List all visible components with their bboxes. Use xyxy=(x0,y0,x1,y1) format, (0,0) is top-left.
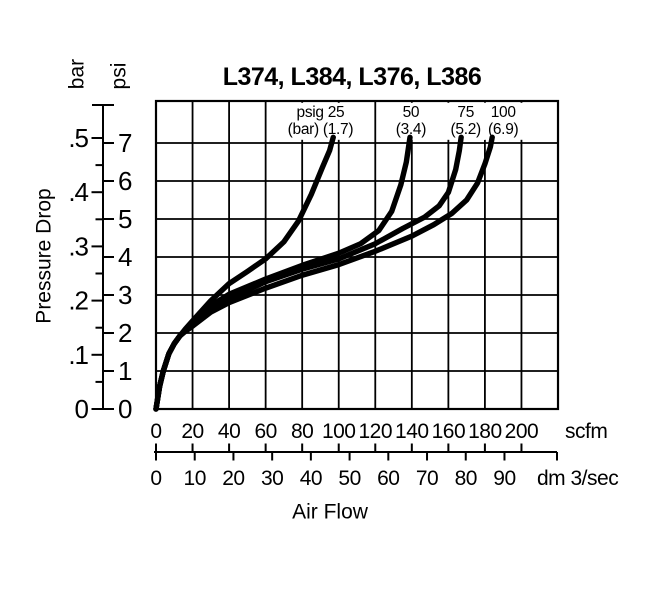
dm3s-tick-label: 80 xyxy=(455,467,477,490)
dm3s-tick-label: 20 xyxy=(222,467,244,490)
plot-grid xyxy=(154,99,560,411)
curve-label-bg-25 xyxy=(283,102,358,140)
plot-border xyxy=(154,99,560,411)
bar-tick-label: .1 xyxy=(68,340,88,370)
scfm-tick-label: 20 xyxy=(181,420,203,443)
curve-label-bg-100 xyxy=(484,102,523,140)
curve-label-bar-50: (3.4) xyxy=(396,121,427,138)
bar-tick-label: 0 xyxy=(75,394,89,424)
psi-tick-label: 3 xyxy=(118,280,132,310)
scfm-tick-label: 180 xyxy=(468,420,502,443)
curve-100-psig xyxy=(153,134,495,412)
bar-tick-label: .3 xyxy=(68,231,88,261)
bar-tick-label: .5 xyxy=(68,123,88,153)
scfm-tick-label: 80 xyxy=(291,420,313,443)
x-axis-title: Air Flow xyxy=(292,501,369,524)
scfm-tick-label: 0 xyxy=(150,420,161,443)
scfm-tick-label: 60 xyxy=(254,420,276,443)
curve-label-psig-25: psig 25 xyxy=(297,104,345,121)
psi-tick-label: 0 xyxy=(118,394,132,424)
psi-tick-label: 4 xyxy=(118,242,132,272)
curve-labels: psig 25(bar) (1.7) 50(3.4) 75(5.2) 100(6.9) xyxy=(288,104,519,138)
curve-label-bg-50 xyxy=(391,102,431,140)
curve-label-bar-25: (bar) (1.7) xyxy=(288,121,354,138)
flow-scale: 0 20 40 60 80 100 120 140 160 180 200 0 10 20 30 40 50 60… xyxy=(150,420,558,490)
psi-tick-label: 6 xyxy=(118,166,132,196)
dm3s-tick-label: 60 xyxy=(377,467,399,490)
curve-label-psig-75: 75 xyxy=(457,104,474,121)
scfm-tick-label: 200 xyxy=(505,420,539,443)
y-unit-bar-label: bar xyxy=(66,59,89,89)
bar-tick-label: .4 xyxy=(68,177,88,207)
psi-tick-label: 5 xyxy=(118,204,132,234)
dm3s-tick-label: 0 xyxy=(150,467,161,490)
curve-label-backgrounds xyxy=(283,102,523,140)
y-axis-title: Pressure Drop xyxy=(33,188,56,323)
scfm-tick-label: 160 xyxy=(432,420,466,443)
chart-title: L374, L384, L376, L386 xyxy=(223,63,482,91)
dm3s-tick-label: 10 xyxy=(184,467,206,490)
scfm-tick-label: 40 xyxy=(218,420,240,443)
psi-tick-label: 1 xyxy=(118,356,132,386)
psi-tick-label: 7 xyxy=(118,128,132,158)
dm3s-tick-label: 70 xyxy=(416,467,438,490)
bar-tick-label: .2 xyxy=(68,286,88,316)
dm3s-tick-label: 90 xyxy=(493,467,515,490)
scfm-tick-label: 140 xyxy=(395,420,429,443)
x-unit-scfm-label: scfm xyxy=(565,420,607,443)
curve-label-bar-75: (5.2) xyxy=(451,121,482,138)
scfm-tick-label: 100 xyxy=(322,420,356,443)
curve-label-bar-100: (6.9) xyxy=(488,121,519,138)
y-unit-psi-label: psi xyxy=(108,63,131,90)
scfm-tick-label: 120 xyxy=(359,420,393,443)
curve-label-psig-50: 50 xyxy=(403,104,420,121)
pressure-drop-curves xyxy=(153,134,495,412)
dm3s-tick-label: 30 xyxy=(261,467,283,490)
dm3s-tick-label: 40 xyxy=(300,467,322,490)
curve-label-bg-75 xyxy=(446,102,486,140)
dm3s-tick-label: 50 xyxy=(338,467,360,490)
psi-tick-label: 2 xyxy=(118,318,132,348)
x-unit-dm3s-label: dm 3/sec xyxy=(537,467,618,490)
curve-label-psig-100: 100 xyxy=(491,104,517,121)
